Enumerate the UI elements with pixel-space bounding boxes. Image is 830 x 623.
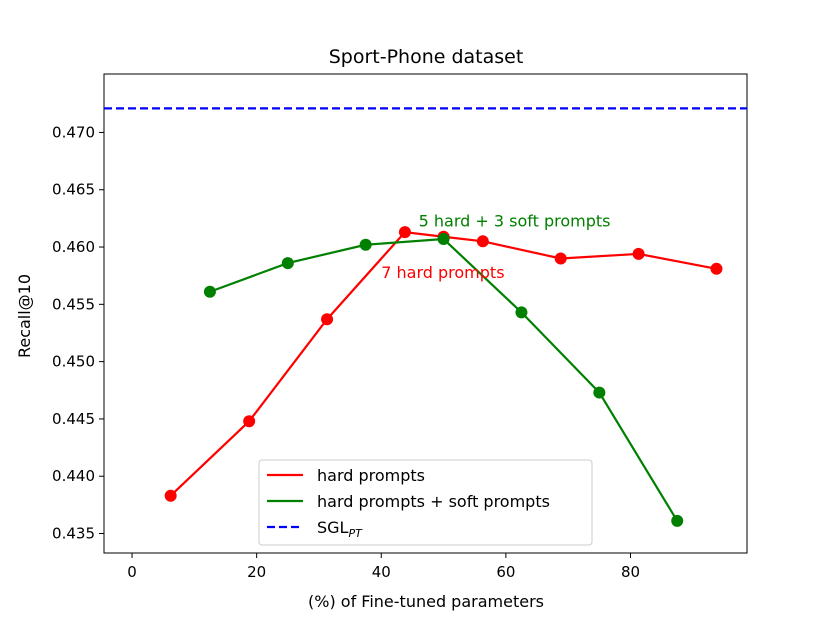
data-point-hard-prompts bbox=[164, 489, 177, 502]
data-point-hard-soft-prompts bbox=[593, 386, 606, 399]
annotation-label: 7 hard prompts bbox=[381, 263, 504, 282]
data-point-hard-prompts bbox=[476, 235, 489, 248]
legend-label: hard prompts bbox=[317, 466, 425, 485]
y-tick-label: 0.450 bbox=[52, 353, 95, 371]
annotation-label: 5 hard + 3 soft prompts bbox=[419, 211, 611, 230]
y-tick-label: 0.435 bbox=[52, 525, 95, 543]
chart-title: Sport-Phone dataset bbox=[329, 46, 524, 68]
data-point-hard-soft-prompts bbox=[515, 306, 528, 319]
data-point-hard-soft-prompts bbox=[671, 514, 684, 527]
legend-label-subscript: PT bbox=[348, 527, 363, 540]
y-tick-label: 0.440 bbox=[52, 467, 95, 485]
data-point-hard-soft-prompts bbox=[359, 238, 372, 251]
y-tick-label: 0.470 bbox=[52, 123, 95, 141]
data-point-hard-prompts bbox=[710, 262, 723, 275]
y-tick-label: 0.455 bbox=[52, 295, 95, 313]
y-tick-label: 0.465 bbox=[52, 181, 95, 199]
plot-area bbox=[103, 73, 748, 554]
legend-label: hard prompts + soft prompts bbox=[317, 492, 550, 511]
x-axis: 0 20 40 60 80 bbox=[127, 553, 640, 581]
data-point-hard-prompts bbox=[321, 313, 334, 326]
data-point-hard-prompts bbox=[243, 415, 256, 428]
annotations: 5 hard + 3 soft prompts 7 hard prompts bbox=[381, 211, 610, 282]
y-tick-label: 0.445 bbox=[52, 410, 95, 428]
x-tick-label: 60 bbox=[496, 563, 515, 581]
data-point-hard-prompts bbox=[554, 252, 567, 265]
legend-box bbox=[258, 459, 593, 546]
x-axis-label: (%) of Fine-tuned parameters bbox=[308, 592, 544, 611]
y-axis: 0.435 0.440 0.445 0.450 0.455 0.460 0.465 0.470 bbox=[52, 123, 104, 543]
data-point-hard-prompts bbox=[398, 226, 411, 239]
data-point-hard-soft-prompts bbox=[281, 257, 294, 270]
data-point-hard-soft-prompts bbox=[437, 233, 450, 246]
y-axis-label: Recall@10 bbox=[15, 274, 34, 358]
x-tick-label: 20 bbox=[247, 563, 266, 581]
plot-frame bbox=[103, 73, 748, 554]
series-layer bbox=[104, 107, 747, 527]
x-tick-label: 80 bbox=[621, 563, 640, 581]
y-tick-label: 0.460 bbox=[52, 238, 95, 256]
x-tick-label: 40 bbox=[372, 563, 391, 581]
data-point-hard-prompts bbox=[632, 247, 645, 260]
x-tick-label: 0 bbox=[127, 563, 137, 581]
data-point-hard-soft-prompts bbox=[203, 285, 216, 298]
